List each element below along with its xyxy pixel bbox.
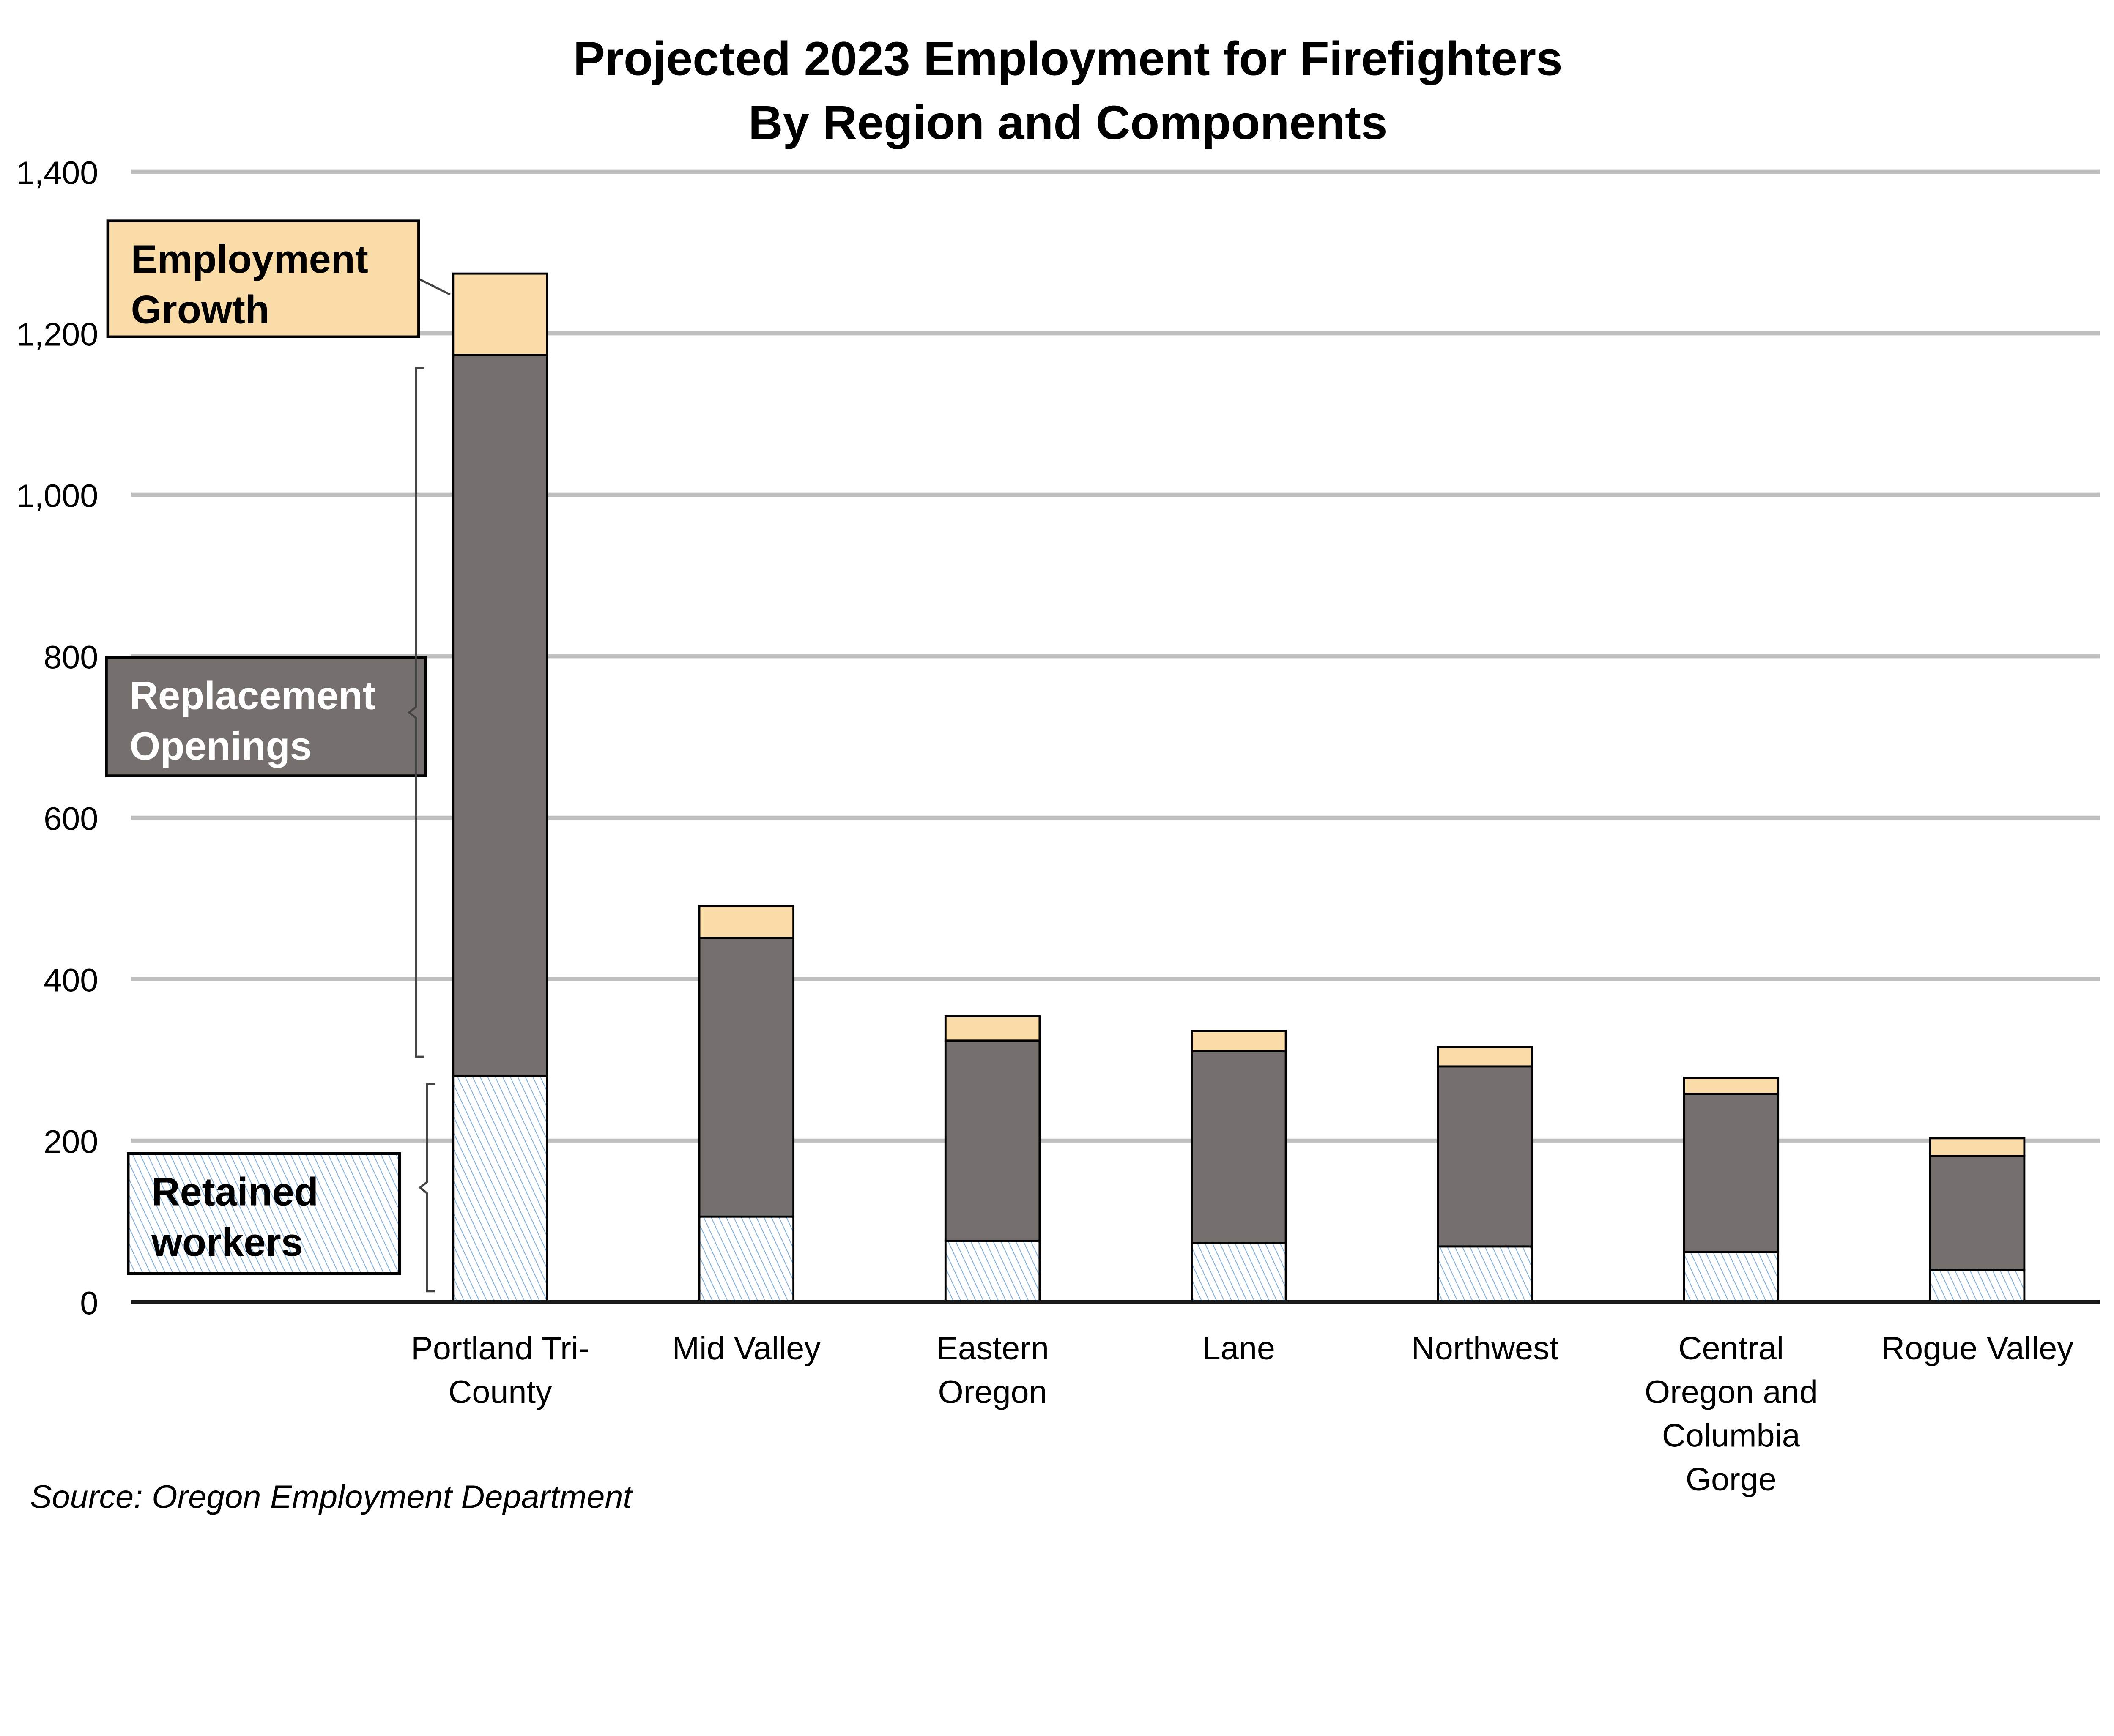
legend-label: Employment bbox=[131, 237, 368, 281]
legend-label: Growth bbox=[131, 287, 269, 332]
bracket bbox=[418, 1083, 435, 1293]
bar-retained-workers bbox=[1437, 1245, 1533, 1304]
bar-employment-growth bbox=[698, 905, 795, 939]
x-tick-label: Lane bbox=[1202, 1330, 1275, 1367]
x-tick-label: Northwest bbox=[1411, 1330, 1558, 1367]
y-tick-label: 800 bbox=[44, 640, 98, 676]
y-tick-label: 0 bbox=[80, 1285, 98, 1322]
legend-label: workers bbox=[151, 1220, 303, 1264]
y-tick-label: 200 bbox=[44, 1124, 98, 1160]
bar-employment-growth bbox=[944, 1015, 1041, 1042]
bar-replacement-openings bbox=[1191, 1050, 1287, 1244]
bar-replacement-openings bbox=[1437, 1065, 1533, 1248]
bar-retained-workers bbox=[944, 1240, 1041, 1304]
chart-title: Projected 2023 Employment for Firefighte… bbox=[573, 32, 1563, 85]
legend-box bbox=[127, 1152, 401, 1275]
bar-replacement-openings bbox=[944, 1039, 1041, 1242]
bar-replacement-openings bbox=[452, 354, 548, 1077]
x-tick-label: Oregon and bbox=[1645, 1374, 1818, 1410]
bar-employment-growth bbox=[452, 272, 548, 356]
bar-retained-workers bbox=[698, 1215, 795, 1304]
bar-employment-growth bbox=[1191, 1030, 1287, 1053]
x-tick-label: Portland Tri- bbox=[411, 1330, 589, 1367]
legend-label: Openings bbox=[129, 724, 312, 768]
bar-employment-growth bbox=[1437, 1046, 1533, 1068]
y-tick-label: 1,400 bbox=[16, 155, 99, 191]
bar-employment-growth bbox=[1929, 1137, 2026, 1157]
x-tick-label: Oregon bbox=[938, 1374, 1047, 1410]
x-tick-label: Rogue Valley bbox=[1881, 1330, 2073, 1367]
leader-line bbox=[419, 279, 451, 295]
y-tick-label: 400 bbox=[44, 962, 98, 999]
y-tick-label: 1,200 bbox=[16, 317, 99, 353]
chart-subtitle: By Region and Components bbox=[748, 96, 1388, 149]
bar-retained-workers bbox=[452, 1075, 548, 1304]
x-tick-label: Eastern bbox=[936, 1330, 1049, 1367]
legend-box bbox=[105, 656, 427, 777]
x-tick-label: Central bbox=[1679, 1330, 1784, 1367]
bar-retained-workers bbox=[1929, 1269, 2026, 1304]
bar-replacement-openings bbox=[698, 937, 795, 1218]
x-tick-label: Gorge bbox=[1686, 1461, 1777, 1498]
y-tick-label: 600 bbox=[44, 801, 98, 837]
bar-retained-workers bbox=[1683, 1251, 1780, 1304]
bar-retained-workers bbox=[1191, 1242, 1287, 1304]
chart: Projected 2023 Employment for Firefighte… bbox=[16, 32, 2100, 1515]
bar-replacement-openings bbox=[1683, 1093, 1780, 1253]
bar-employment-growth bbox=[1683, 1077, 1780, 1095]
bar-replacement-openings bbox=[1929, 1155, 2026, 1271]
legend-label: Retained bbox=[151, 1170, 318, 1214]
bracket bbox=[407, 367, 424, 1058]
legend-label: Replacement bbox=[129, 673, 375, 717]
legend-box bbox=[106, 219, 420, 338]
x-tick-label: Columbia bbox=[1662, 1418, 1801, 1454]
source-note: Source: Oregon Employment Department bbox=[30, 1479, 634, 1515]
x-tick-label: Mid Valley bbox=[672, 1330, 821, 1367]
x-tick-label: County bbox=[448, 1374, 552, 1410]
y-tick-label: 1,000 bbox=[16, 478, 99, 514]
